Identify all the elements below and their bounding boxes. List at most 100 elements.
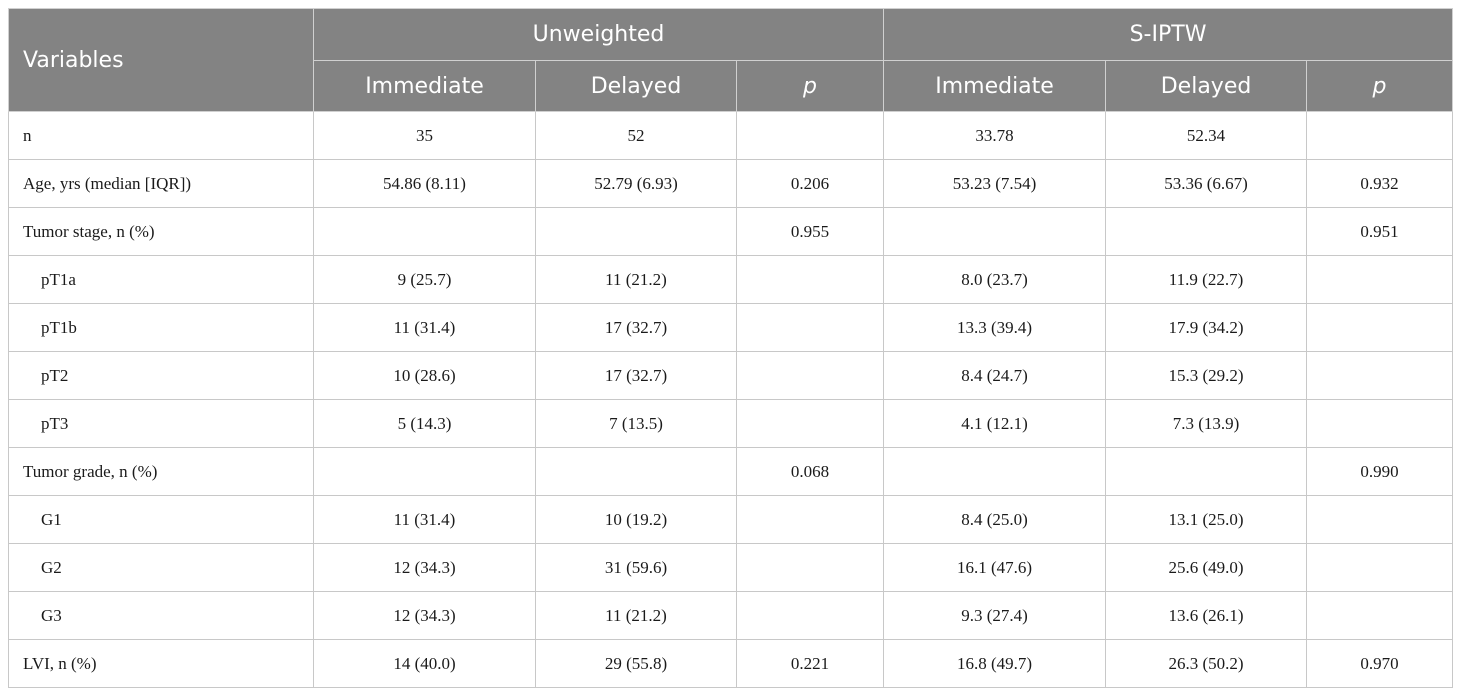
header-unweighted-delayed: Delayed (535, 60, 737, 112)
row-label: n (8, 111, 314, 160)
cell-siptw-delayed: 13.6 (26.1) (1105, 591, 1308, 640)
row-label: G2 (8, 543, 314, 592)
cell-siptw-p (1306, 591, 1454, 640)
cell-siptw-immediate: 8.4 (24.7) (883, 351, 1107, 400)
cell-siptw-p (1306, 543, 1454, 592)
cell-siptw-immediate: 8.0 (23.7) (883, 255, 1107, 304)
cell-unweighted-immediate: 11 (31.4) (313, 495, 536, 544)
table-row: pT2 10 (28.6) 17 (32.7) 8.4 (24.7) 15.3 (29.… (8, 351, 1454, 400)
cell-unweighted-p (735, 591, 885, 640)
cell-unweighted-p: 0.955 (735, 207, 885, 256)
comparison-table: Variables Unweighted S-IPTW Immediate De… (8, 8, 1454, 688)
cell-siptw-immediate: 9.3 (27.4) (883, 591, 1107, 640)
cell-unweighted-immediate: 12 (34.3) (313, 591, 536, 640)
cell-siptw-p: 0.970 (1306, 639, 1454, 688)
cell-unweighted-delayed: 29 (55.8) (535, 639, 737, 688)
cell-unweighted-p (735, 303, 885, 352)
header-unweighted-p: p (735, 60, 885, 112)
header-siptw-immediate: Immediate (883, 60, 1107, 112)
cell-siptw-delayed: 52.34 (1105, 111, 1308, 160)
table-header: Variables Unweighted S-IPTW Immediate De… (8, 8, 1454, 112)
cell-unweighted-p (735, 111, 885, 160)
cell-siptw-immediate: 13.3 (39.4) (883, 303, 1107, 352)
cell-unweighted-immediate: 10 (28.6) (313, 351, 536, 400)
cell-unweighted-delayed: 7 (13.5) (535, 399, 737, 448)
cell-unweighted-p (735, 351, 885, 400)
cell-unweighted-delayed: 17 (32.7) (535, 303, 737, 352)
cell-siptw-p (1306, 399, 1454, 448)
cell-siptw-immediate: 16.1 (47.6) (883, 543, 1107, 592)
cell-siptw-p: 0.932 (1306, 159, 1454, 208)
cell-unweighted-immediate: 35 (313, 111, 536, 160)
cell-siptw-p (1306, 303, 1454, 352)
cell-siptw-immediate (883, 207, 1107, 256)
cell-siptw-immediate: 8.4 (25.0) (883, 495, 1107, 544)
cell-siptw-p (1306, 255, 1454, 304)
table-row: pT1b 11 (31.4) 17 (32.7) 13.3 (39.4) 17.9 (3… (8, 303, 1454, 352)
cell-unweighted-p (735, 399, 885, 448)
table-row: n 35 52 33.78 52.34 (8, 111, 1454, 160)
table-row: Tumor grade, n (%) 0.068 0.990 (8, 447, 1454, 496)
cell-siptw-delayed: 7.3 (13.9) (1105, 399, 1308, 448)
cell-siptw-immediate: 53.23 (7.54) (883, 159, 1107, 208)
cell-unweighted-immediate: 9 (25.7) (313, 255, 536, 304)
cell-unweighted-immediate: 54.86 (8.11) (313, 159, 536, 208)
table-body: n 35 52 33.78 52.34 Age, yrs (median [IQR]) 54… (8, 111, 1454, 688)
header-siptw-delayed: Delayed (1105, 60, 1308, 112)
table-row: Tumor stage, n (%) 0.955 0.951 (8, 207, 1454, 256)
cell-siptw-delayed (1105, 447, 1308, 496)
header-row-groups: Variables Unweighted S-IPTW (8, 8, 1454, 112)
cell-unweighted-delayed: 52.79 (6.93) (535, 159, 737, 208)
header-siptw-p: p (1306, 60, 1454, 112)
cell-siptw-immediate: 33.78 (883, 111, 1107, 160)
header-unweighted-immediate: Immediate (313, 60, 536, 112)
cell-siptw-immediate: 16.8 (49.7) (883, 639, 1107, 688)
header-row-columns: Immediate Delayed p Immediate Delayed p (9, 60, 1454, 112)
cell-siptw-p: 0.951 (1306, 207, 1454, 256)
cell-siptw-delayed: 11.9 (22.7) (1105, 255, 1308, 304)
cell-unweighted-delayed: 52 (535, 111, 737, 160)
header-group-unweighted: Unweighted (312, 8, 885, 61)
cell-unweighted-immediate: 12 (34.3) (313, 543, 536, 592)
table-row: pT3 5 (14.3) 7 (13.5) 4.1 (12.1) 7.3 (13.9) (8, 399, 1454, 448)
cell-siptw-delayed: 53.36 (6.67) (1105, 159, 1308, 208)
cell-unweighted-p (735, 255, 885, 304)
cell-unweighted-delayed: 10 (19.2) (535, 495, 737, 544)
cell-siptw-delayed: 15.3 (29.2) (1105, 351, 1308, 400)
row-label: pT3 (8, 399, 314, 448)
cell-unweighted-delayed (535, 207, 737, 256)
row-label: LVI, n (%) (8, 639, 314, 688)
cell-unweighted-delayed: 11 (21.2) (535, 591, 737, 640)
row-label: G3 (8, 591, 314, 640)
cell-siptw-delayed (1105, 207, 1308, 256)
cell-unweighted-delayed: 17 (32.7) (535, 351, 737, 400)
row-label: Tumor grade, n (%) (8, 447, 314, 496)
table-row: G1 11 (31.4) 10 (19.2) 8.4 (25.0) 13.1 (25.0… (8, 495, 1454, 544)
cell-unweighted-immediate: 5 (14.3) (313, 399, 536, 448)
cell-unweighted-p (735, 495, 885, 544)
row-label: pT2 (8, 351, 314, 400)
table-row: Age, yrs (median [IQR]) 54.86 (8.11) 52.79… (8, 159, 1454, 208)
header-variables: Variables (8, 8, 314, 112)
cell-siptw-p (1306, 111, 1454, 160)
cell-unweighted-delayed (535, 447, 737, 496)
cell-unweighted-delayed: 31 (59.6) (535, 543, 737, 592)
table-row: G3 12 (34.3) 11 (21.2) 9.3 (27.4) 13.6 (26.1… (8, 591, 1454, 640)
cell-siptw-p (1306, 495, 1454, 544)
cell-siptw-immediate: 4.1 (12.1) (883, 399, 1107, 448)
cell-siptw-delayed: 26.3 (50.2) (1105, 639, 1308, 688)
cell-unweighted-delayed: 11 (21.2) (535, 255, 737, 304)
cell-unweighted-immediate: 14 (40.0) (313, 639, 536, 688)
cell-siptw-p (1306, 351, 1454, 400)
cell-siptw-delayed: 17.9 (34.2) (1105, 303, 1308, 352)
cell-siptw-immediate (883, 447, 1107, 496)
row-label: pT1a (8, 255, 314, 304)
row-label: G1 (8, 495, 314, 544)
cell-siptw-delayed: 25.6 (49.0) (1105, 543, 1308, 592)
row-label: Age, yrs (median [IQR]) (8, 159, 314, 208)
cell-unweighted-immediate (313, 207, 536, 256)
cell-unweighted-immediate (313, 447, 536, 496)
table-row: pT1a 9 (25.7) 11 (21.2) 8.0 (23.7) 11.9 (22.… (8, 255, 1454, 304)
cell-unweighted-immediate: 11 (31.4) (313, 303, 536, 352)
row-label: Tumor stage, n (%) (8, 207, 314, 256)
